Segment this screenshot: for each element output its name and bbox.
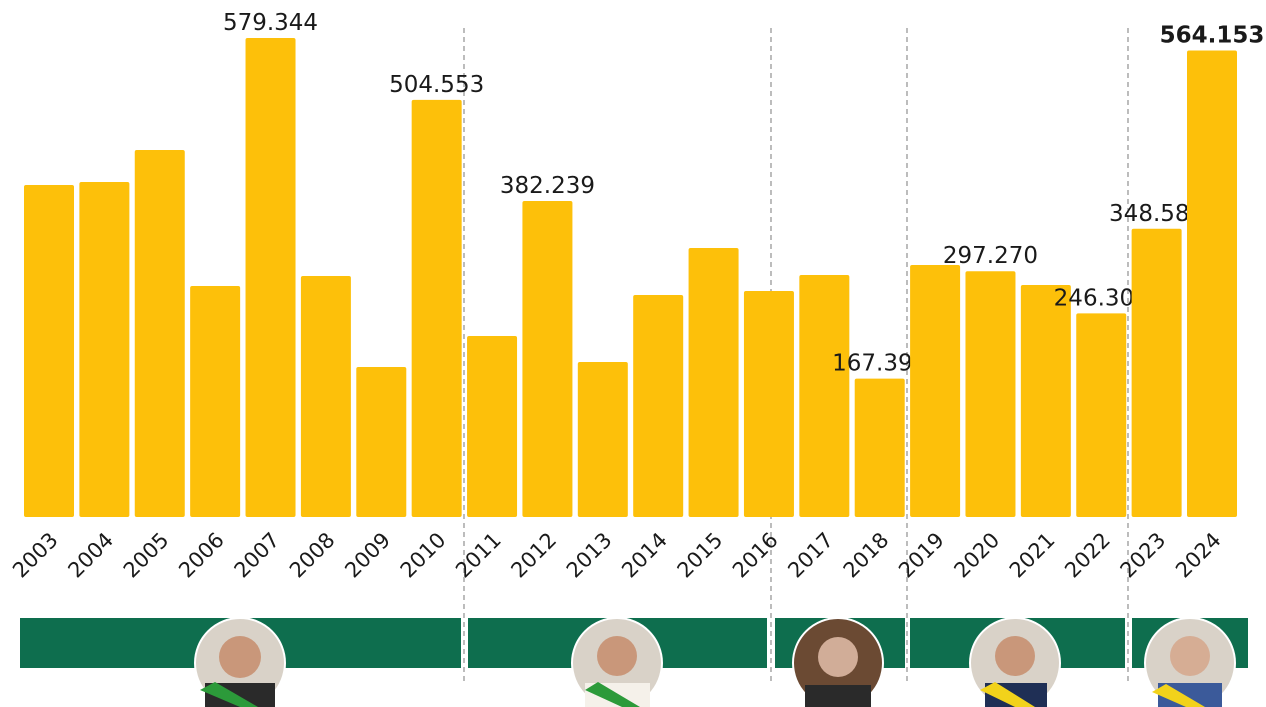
x-tick-label: 2017	[783, 528, 838, 583]
bar	[79, 181, 130, 518]
bar	[1187, 50, 1237, 517]
value-label: 504.553	[389, 72, 484, 98]
x-tick-label: 2020	[949, 528, 1004, 583]
bar	[24, 184, 74, 517]
x-tick-label: 2009	[340, 528, 395, 583]
bar	[854, 378, 905, 517]
bar	[300, 275, 351, 517]
bar	[1131, 228, 1182, 517]
x-tick-label: 2016	[728, 528, 783, 583]
x-tick-label: 2019	[894, 528, 949, 583]
x-tick-label: 2013	[562, 528, 617, 583]
x-tick-label: 2005	[119, 528, 174, 583]
x-tick-label: 2014	[617, 528, 672, 583]
x-tick-label: 2012	[506, 528, 561, 583]
portrait	[1144, 617, 1236, 707]
presidential-periods	[20, 28, 1248, 707]
value-label: 564.153	[1160, 23, 1265, 49]
bar	[134, 149, 185, 517]
bar	[522, 200, 573, 517]
x-tick-label: 2018	[839, 528, 894, 583]
bar	[577, 361, 628, 517]
x-tick-label: 2015	[673, 528, 728, 583]
x-tick-label: 2024	[1171, 528, 1226, 583]
bar	[245, 38, 296, 517]
bar	[688, 247, 739, 517]
x-tick-label: 2007	[230, 528, 285, 583]
value-label: 579.344	[223, 10, 318, 36]
bar	[910, 264, 961, 517]
x-tick-label: 2006	[174, 528, 229, 583]
x-tick-label: 2022	[1060, 528, 1115, 583]
bar	[1076, 313, 1127, 517]
portrait	[969, 617, 1061, 707]
portrait	[792, 617, 884, 707]
bar	[411, 99, 462, 518]
value-label: 297.270	[943, 243, 1038, 269]
x-tick-label: 2010	[396, 528, 451, 583]
bar	[190, 285, 241, 517]
portrait	[194, 617, 286, 707]
bar	[356, 367, 407, 517]
bar	[1020, 285, 1071, 517]
portrait	[571, 617, 663, 707]
bar	[633, 295, 684, 517]
x-tick-label: 2011	[451, 528, 506, 583]
x-tick-label: 2023	[1116, 528, 1171, 583]
bar	[965, 271, 1016, 517]
x-tick-label: 2004	[63, 528, 118, 583]
x-tick-label: 2021	[1005, 528, 1060, 583]
x-tick-label: 2003	[8, 528, 63, 583]
x-tick-label: 2008	[285, 528, 340, 583]
value-label: 382.239	[500, 173, 595, 199]
bar	[743, 291, 794, 517]
bar	[799, 274, 850, 517]
bar	[467, 336, 518, 517]
